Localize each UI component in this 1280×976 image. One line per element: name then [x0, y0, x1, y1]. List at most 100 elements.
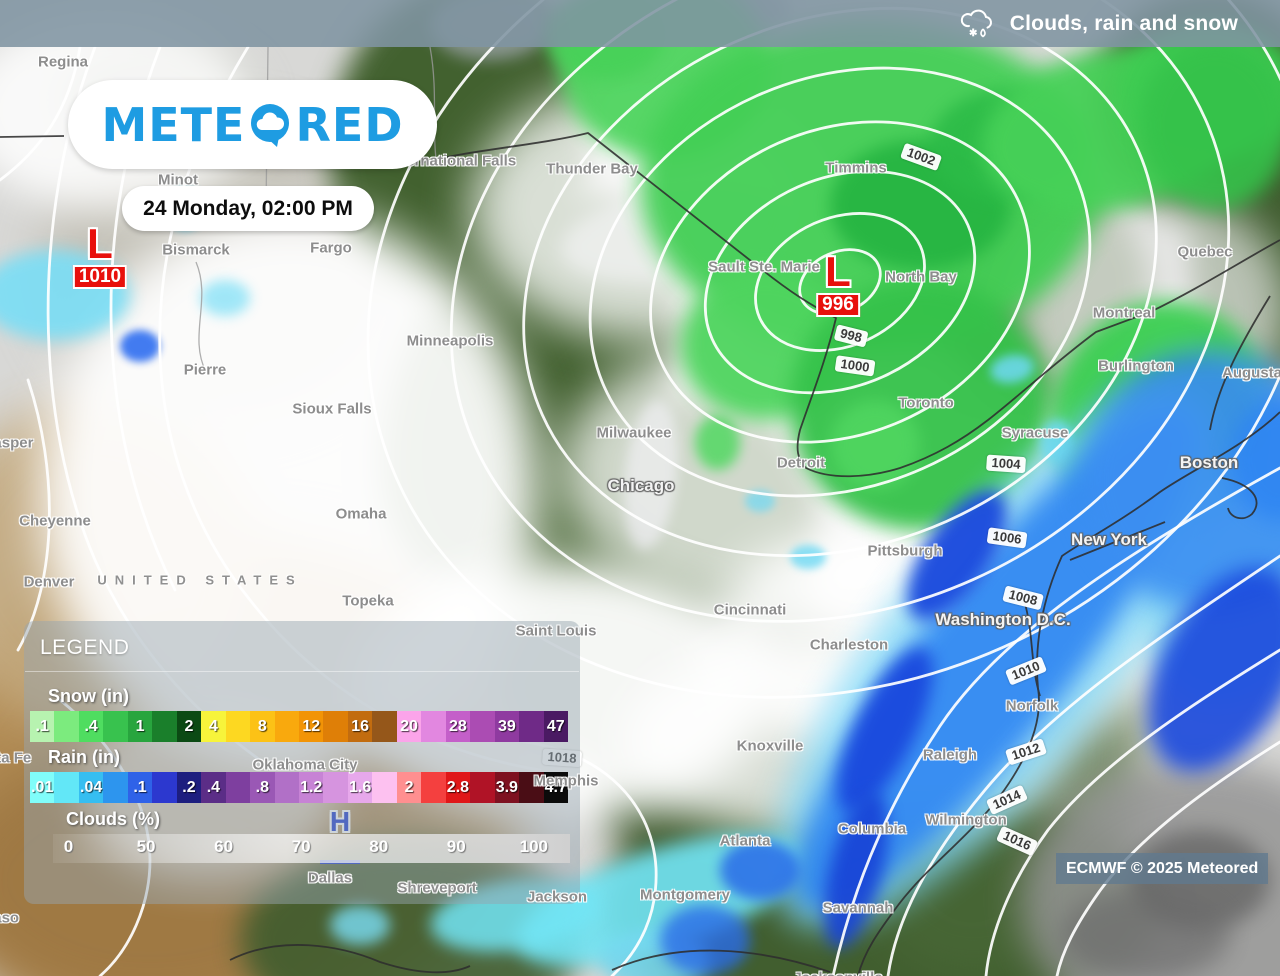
snow-scale-segment: 2	[176, 711, 202, 742]
rain-scale-segment	[470, 772, 495, 803]
rain-scale-segment: 1.6	[347, 772, 373, 803]
city-label-saint-louis: Saint Louis	[515, 622, 597, 640]
city-label-bismarck: Bismarck	[162, 241, 230, 259]
datetime-badge[interactable]: 24 Monday, 02:00 PM	[122, 186, 374, 231]
country-label: UNITED STATES	[97, 572, 303, 588]
city-label-el-paso: El Paso	[0, 909, 20, 927]
snow-scale-segment: 4	[201, 711, 226, 742]
snow-scale-segment	[470, 711, 495, 742]
city-label-raleigh: Raleigh	[922, 746, 978, 764]
city-label-pittsburgh: Pittsburgh	[867, 542, 943, 560]
snow-color-scale: .1.4 1 2 4 8 12 16 20 28 39 47	[30, 711, 568, 742]
rain-scale-segment: .04	[78, 772, 104, 803]
rain-scale-segment	[103, 772, 128, 803]
snow-scale-segment	[225, 711, 251, 742]
city-label-columbia: Columbia	[837, 820, 907, 838]
clouds-scale-tick: 90	[446, 837, 466, 856]
city-label-topeka: Topeka	[342, 592, 394, 610]
rain-scale-segment	[372, 772, 397, 803]
snow-scale-segment: .1	[30, 711, 55, 742]
rain-scale-segment	[152, 772, 177, 803]
city-label-shreveport: Shreveport	[397, 879, 477, 897]
rain-scale-segment-value: 3.9	[495, 778, 518, 796]
snow-scale-segment-value: 39	[497, 717, 516, 735]
map-art-blob	[1140, 40, 1280, 210]
snow-scale-segment: 39	[494, 711, 520, 742]
rain-scale-segment: .01	[30, 772, 55, 803]
snow-scale-segment-value: 47	[546, 717, 565, 735]
logo-bubble-cloud-icon	[251, 103, 290, 147]
map-art-blob	[695, 415, 740, 470]
pressure-value: 996	[816, 292, 860, 317]
rain-scale-segment-value: .2	[182, 778, 196, 796]
city-label-chicago: Chicago	[607, 476, 675, 495]
layer-header-bar: ✱ Clouds, rain and snow	[0, 0, 1280, 47]
map-art-blob	[660, 905, 750, 975]
rain-scale-segment-value: .8	[255, 778, 269, 796]
clouds-scale-tick: 100	[519, 837, 548, 856]
rain-scale-segment: .8	[250, 772, 275, 803]
snow-scale-segment	[103, 711, 128, 742]
city-label-fargo: Fargo	[310, 239, 352, 257]
city-label-savannah: Savannah	[822, 899, 894, 917]
rain-scale-segment	[225, 772, 251, 803]
snow-scale-segment	[323, 711, 348, 742]
city-label-jacksonville: Jacksonville	[793, 970, 882, 976]
rain-scale-segment: .2	[176, 772, 202, 803]
city-label-regina: Regina	[37, 53, 89, 71]
city-label-wilmington: Wilmington	[925, 811, 1007, 829]
city-label-cheyenne: Cheyenne	[19, 512, 91, 530]
city-label-casper: Casper	[0, 434, 34, 452]
rain-scale-segment: 2	[396, 772, 422, 803]
rain-scale-segment	[421, 772, 446, 803]
snow-scale-segment-value: 8	[257, 717, 267, 735]
rain-scale-segment-value: 1.6	[348, 778, 372, 796]
low-pressure-marker: L 996	[816, 251, 860, 317]
clouds-scale-tick: 0	[63, 837, 74, 856]
city-label-jackson: Jackson	[526, 888, 588, 906]
rain-scale-segment-value: 1.2	[300, 778, 323, 796]
map-art-blob	[830, 400, 920, 490]
city-label-detroit: Detroit	[776, 454, 826, 472]
low-pressure-marker: L 1010	[72, 220, 128, 289]
snow-scale-segment-value: 28	[449, 717, 467, 735]
city-label-oklahoma-city: Oklahoma City	[252, 756, 358, 774]
city-label-syracuse: Syracuse	[1001, 424, 1069, 442]
snow-scale-segment: 47	[543, 711, 568, 742]
city-label-cincinnati: Cincinnati	[713, 601, 787, 619]
clouds-scale-tick: 70	[291, 837, 311, 856]
model-attribution: ECMWF © 2025 Meteored	[1056, 853, 1269, 884]
pressure-letter: H	[329, 806, 351, 837]
snow-scale-segment-value: 20	[400, 717, 418, 735]
city-label-north-bay: North Bay	[885, 268, 957, 286]
rain-scale-segment: 2.8	[445, 772, 471, 803]
meteored-logo: METE RED	[68, 80, 437, 169]
snow-scale-segment-value: 16	[351, 717, 370, 735]
pressure-letter: L	[87, 220, 113, 267]
rain-scale-segment	[54, 772, 79, 803]
snow-scale-segment	[54, 711, 79, 742]
map-art-blob	[745, 490, 775, 512]
clouds-scale-tick: 80	[369, 837, 389, 856]
city-label-knoxville: Knoxville	[736, 737, 804, 755]
city-label-omaha: Omaha	[335, 505, 387, 523]
city-label-denver: Denver	[23, 573, 75, 591]
logo-text-suffix: RED	[295, 97, 404, 152]
map-art-blob	[120, 330, 160, 362]
legend-title: LEGEND	[40, 636, 130, 659]
snow-scale-segment-value: 2	[184, 717, 194, 735]
snow-scale-segment: 28	[445, 711, 471, 742]
rain-scale-segment: .4	[201, 772, 226, 803]
snow-scale-segment: 12	[298, 711, 324, 742]
city-label-norfolk: Norfolk	[1005, 697, 1059, 715]
city-label-thunder-bay: Thunder Bay	[546, 160, 638, 178]
city-label-sault-ste-marie: Sault Ste. Marie	[708, 258, 820, 276]
rain-scale-segment-value: .1	[133, 778, 147, 796]
snow-scale-segment: .4	[78, 711, 104, 742]
logo-text-prefix: METE	[101, 97, 246, 152]
snow-scale-segment: 20	[396, 711, 422, 742]
snow-scale-segment	[274, 711, 299, 742]
city-label-burlington: Burlington	[1098, 357, 1174, 375]
snow-scale-segment	[372, 711, 397, 742]
